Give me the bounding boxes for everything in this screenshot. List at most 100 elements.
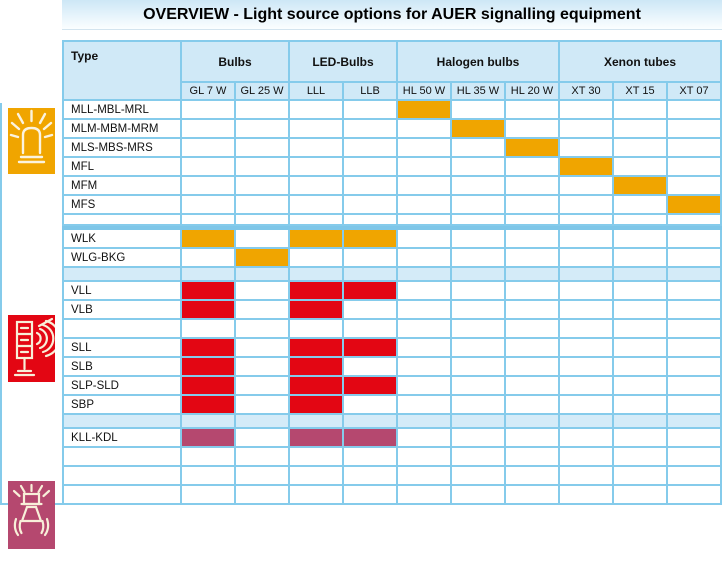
matrix-cell — [558, 375, 614, 396]
row-label: MLS-MBS-MRS — [62, 137, 182, 158]
bell-sounder-icon — [8, 481, 55, 549]
matrix-cell — [396, 247, 452, 268]
column-header: HL 50 W — [396, 81, 452, 101]
matrix-cell — [234, 137, 290, 158]
matrix-cell-marked — [288, 356, 344, 377]
table-row: MLL-MBL-MRL — [62, 99, 722, 120]
matrix-cell — [234, 175, 290, 196]
band-cell — [342, 266, 398, 282]
matrix-cell — [234, 427, 290, 448]
matrix-cell — [180, 118, 236, 139]
matrix-cell — [234, 394, 290, 415]
band-cell — [450, 266, 506, 282]
matrix-cell — [612, 375, 668, 396]
matrix-cell — [450, 156, 506, 177]
matrix-cell — [558, 280, 614, 301]
matrix-cell — [450, 299, 506, 320]
matrix-cell — [396, 375, 452, 396]
matrix-cell — [666, 356, 722, 377]
band-cell — [612, 266, 668, 282]
table-row — [62, 318, 722, 339]
row-label: MLL-MBL-MRL — [62, 99, 182, 120]
matrix-cell — [396, 228, 452, 249]
matrix-cell — [666, 118, 722, 139]
matrix-cell — [288, 484, 344, 505]
matrix-cell — [558, 337, 614, 358]
column-header: XT 30 — [558, 81, 614, 101]
band-cell — [288, 266, 344, 282]
matrix-cell — [450, 375, 506, 396]
band-cell — [612, 413, 668, 429]
matrix-cell — [234, 118, 290, 139]
matrix-cell — [612, 194, 668, 215]
matrix-cell — [504, 299, 560, 320]
matrix-cell-marked — [558, 156, 614, 177]
matrix-cell — [180, 446, 236, 467]
matrix-cell-marked — [342, 427, 398, 448]
matrix-cell — [288, 99, 344, 120]
matrix-cell-marked — [288, 375, 344, 396]
matrix-cell-marked — [288, 228, 344, 249]
matrix-cell — [288, 247, 344, 268]
matrix-cell-marked — [180, 394, 236, 415]
matrix-cell — [666, 446, 722, 467]
matrix-cell — [288, 465, 344, 486]
matrix-cell — [504, 427, 560, 448]
matrix-cell — [612, 99, 668, 120]
matrix-cell — [180, 247, 236, 268]
matrix-cell — [558, 299, 614, 320]
matrix-cell — [558, 228, 614, 249]
matrix-cell — [450, 175, 506, 196]
matrix-cell — [666, 318, 722, 339]
matrix-cell — [558, 318, 614, 339]
matrix-cell-marked — [180, 280, 236, 301]
band-cell — [342, 413, 398, 429]
matrix-cell-marked — [234, 247, 290, 268]
matrix-cell — [612, 427, 668, 448]
matrix-cell — [666, 156, 722, 177]
matrix-cell — [342, 194, 398, 215]
band-cell — [558, 266, 614, 282]
matrix-cell — [234, 375, 290, 396]
matrix-cell — [504, 375, 560, 396]
matrix-cell — [180, 213, 236, 226]
matrix-cell — [180, 318, 236, 339]
matrix-cell — [342, 156, 398, 177]
matrix-cell — [396, 337, 452, 358]
matrix-cell — [558, 465, 614, 486]
matrix-cell-marked — [342, 375, 398, 396]
matrix-cell-marked — [180, 299, 236, 320]
row-label: MFS — [62, 194, 182, 215]
matrix-cell — [180, 156, 236, 177]
matrix-cell — [666, 299, 722, 320]
matrix-cell — [504, 118, 560, 139]
matrix-cell-marked — [288, 394, 344, 415]
matrix-cell-marked — [342, 280, 398, 301]
matrix-cell — [234, 156, 290, 177]
band-cell — [62, 413, 182, 429]
matrix-cell — [450, 228, 506, 249]
row-label: MLM-MBM-MRM — [62, 118, 182, 139]
matrix-cell — [666, 99, 722, 120]
matrix-cell — [504, 228, 560, 249]
matrix-cell — [450, 446, 506, 467]
matrix-cell — [396, 299, 452, 320]
matrix-cell — [234, 337, 290, 358]
matrix-cell — [612, 446, 668, 467]
matrix-cell — [342, 356, 398, 377]
row-label: VLB — [62, 299, 182, 320]
matrix-cell — [180, 99, 236, 120]
matrix-cell — [666, 427, 722, 448]
matrix-cell — [234, 446, 290, 467]
band-cell — [666, 266, 722, 282]
matrix-cell — [558, 99, 614, 120]
matrix-cell — [504, 356, 560, 377]
matrix-cell — [666, 213, 722, 226]
band-row — [62, 413, 722, 429]
light-source-matrix: Type Bulbs LED-Bulbs Halogen bulbs Xenon tub… — [62, 40, 722, 505]
matrix-cell — [342, 175, 398, 196]
matrix-cell — [504, 394, 560, 415]
matrix-cell — [396, 484, 452, 505]
matrix-cell-marked — [180, 375, 236, 396]
matrix-cell — [612, 156, 668, 177]
